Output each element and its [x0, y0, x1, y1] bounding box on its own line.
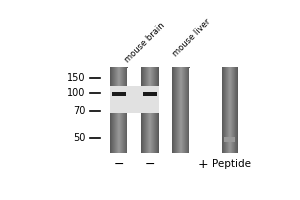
Text: mouse liver: mouse liver [171, 17, 212, 59]
Bar [112, 92, 126, 96]
Bar [128, 68, 141, 153]
Text: −: − [114, 158, 124, 171]
Text: 70: 70 [73, 106, 86, 116]
Text: 50: 50 [73, 133, 86, 143]
Text: mouse brain: mouse brain [123, 20, 166, 64]
Bar [143, 92, 157, 96]
Text: −: − [145, 158, 155, 171]
Text: +: + [197, 158, 208, 171]
Text: 100: 100 [67, 88, 86, 98]
Bar [189, 68, 222, 153]
Text: Peptide: Peptide [212, 159, 251, 169]
Text: 150: 150 [67, 73, 86, 83]
Bar [224, 137, 235, 142]
